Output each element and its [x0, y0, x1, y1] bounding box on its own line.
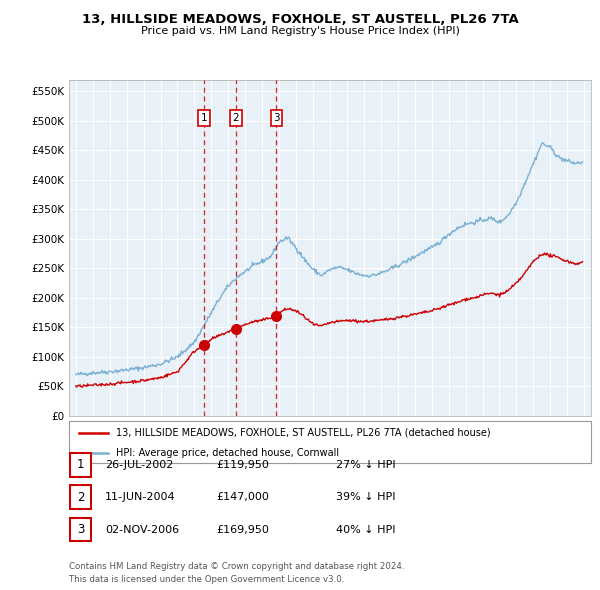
Text: Price paid vs. HM Land Registry's House Price Index (HPI): Price paid vs. HM Land Registry's House … [140, 26, 460, 36]
Text: 11-JUN-2004: 11-JUN-2004 [105, 492, 176, 502]
Text: 1: 1 [77, 458, 84, 471]
Text: Contains HM Land Registry data © Crown copyright and database right 2024.: Contains HM Land Registry data © Crown c… [69, 562, 404, 571]
Text: £147,000: £147,000 [216, 492, 269, 502]
Text: 39% ↓ HPI: 39% ↓ HPI [336, 492, 395, 502]
Text: 1: 1 [201, 113, 208, 123]
Text: 2: 2 [77, 490, 84, 504]
Text: £119,950: £119,950 [216, 460, 269, 470]
Text: This data is licensed under the Open Government Licence v3.0.: This data is licensed under the Open Gov… [69, 575, 344, 584]
Text: 13, HILLSIDE MEADOWS, FOXHOLE, ST AUSTELL, PL26 7TA (detached house): 13, HILLSIDE MEADOWS, FOXHOLE, ST AUSTEL… [116, 428, 491, 438]
Text: 3: 3 [77, 523, 84, 536]
Text: 13, HILLSIDE MEADOWS, FOXHOLE, ST AUSTELL, PL26 7TA: 13, HILLSIDE MEADOWS, FOXHOLE, ST AUSTEL… [82, 13, 518, 26]
Text: 40% ↓ HPI: 40% ↓ HPI [336, 525, 395, 535]
Text: 3: 3 [273, 113, 280, 123]
Text: 27% ↓ HPI: 27% ↓ HPI [336, 460, 395, 470]
Text: 26-JUL-2002: 26-JUL-2002 [105, 460, 173, 470]
Text: HPI: Average price, detached house, Cornwall: HPI: Average price, detached house, Corn… [116, 448, 339, 457]
Text: £169,950: £169,950 [216, 525, 269, 535]
Text: 02-NOV-2006: 02-NOV-2006 [105, 525, 179, 535]
Text: 2: 2 [232, 113, 239, 123]
